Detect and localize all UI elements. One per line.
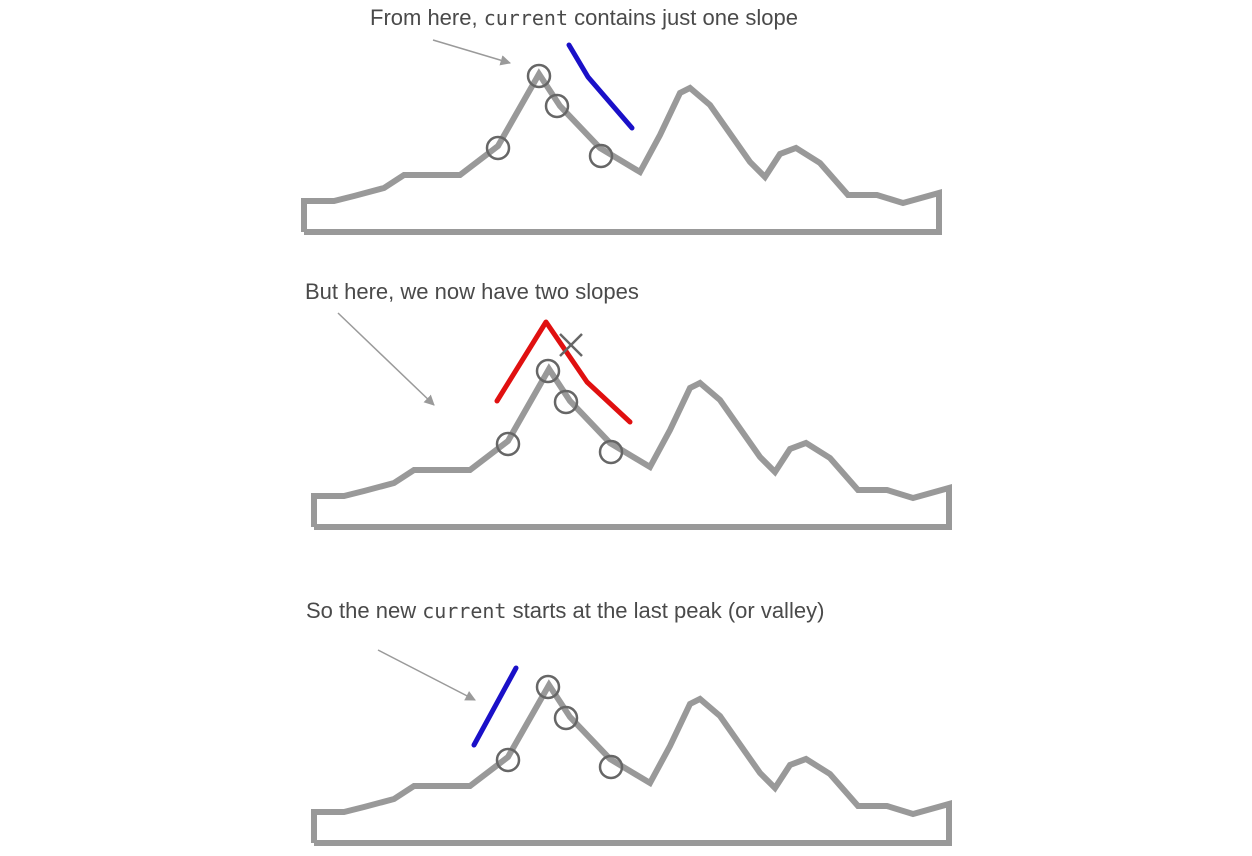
caption-panel-1: From here, current contains just one slo… (370, 5, 798, 31)
caption-text: starts at the last peak (or valley) (506, 598, 825, 623)
caption-code: current (483, 6, 568, 30)
pointer-arrow (377, 649, 476, 701)
sample-point (588, 143, 614, 169)
sample-point (598, 439, 624, 465)
new-current-slope-line (471, 665, 519, 748)
caption-panel-2: But here, we now have two slopes (305, 279, 639, 305)
current-slope-line (566, 42, 635, 131)
sample-point (553, 389, 579, 415)
pointer-arrow (432, 39, 512, 66)
sample-point (535, 358, 561, 384)
sample-point (485, 135, 511, 161)
sample-point (535, 674, 561, 700)
caption-text: So the new (306, 598, 423, 623)
caption-code: current (422, 599, 507, 623)
sample-point (598, 754, 624, 780)
two-slope-line (494, 319, 633, 425)
panel-1 (301, 39, 942, 235)
terrain-outline (311, 679, 952, 846)
cross-mark (559, 333, 583, 357)
caption-text: From here, (370, 5, 484, 30)
panel-3 (311, 649, 952, 846)
pointer-arrow (337, 312, 435, 406)
terrain-outline (301, 68, 942, 235)
sample-point (526, 63, 552, 89)
sample-point (495, 431, 521, 457)
caption-panel-3: So the new current starts at the last pe… (306, 598, 824, 624)
panel-2 (311, 312, 952, 530)
caption-text: contains just one slope (568, 5, 798, 30)
sample-point (495, 747, 521, 773)
sample-point (544, 93, 570, 119)
caption-text: But here, we now have two slopes (305, 279, 639, 304)
terrain-outline (311, 363, 952, 530)
sample-point (553, 705, 579, 731)
